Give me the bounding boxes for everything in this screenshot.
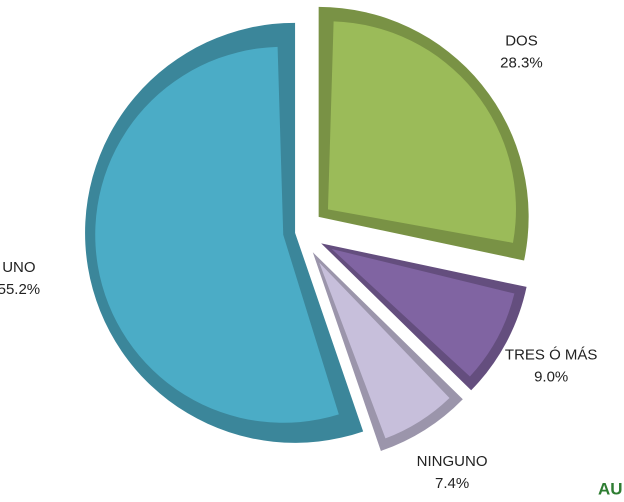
- slice-label: UNO: [2, 259, 35, 276]
- pie-slice-face: [95, 46, 339, 423]
- slice-value: 7.4%: [435, 475, 469, 492]
- corner-text: AU: [598, 479, 623, 498]
- slice-value: 9.0%: [534, 369, 568, 386]
- pie-slice-face: [319, 262, 450, 439]
- slice-label: DOS: [505, 33, 538, 50]
- slice-label: NINGUNO: [417, 453, 488, 470]
- slice-value: 28.3%: [500, 55, 543, 72]
- slice-value: 55.2%: [0, 281, 40, 298]
- pie-slice-face: [331, 249, 515, 377]
- slice-label: TRES Ó MÁS: [505, 347, 598, 364]
- pie-slice-face: [327, 21, 516, 243]
